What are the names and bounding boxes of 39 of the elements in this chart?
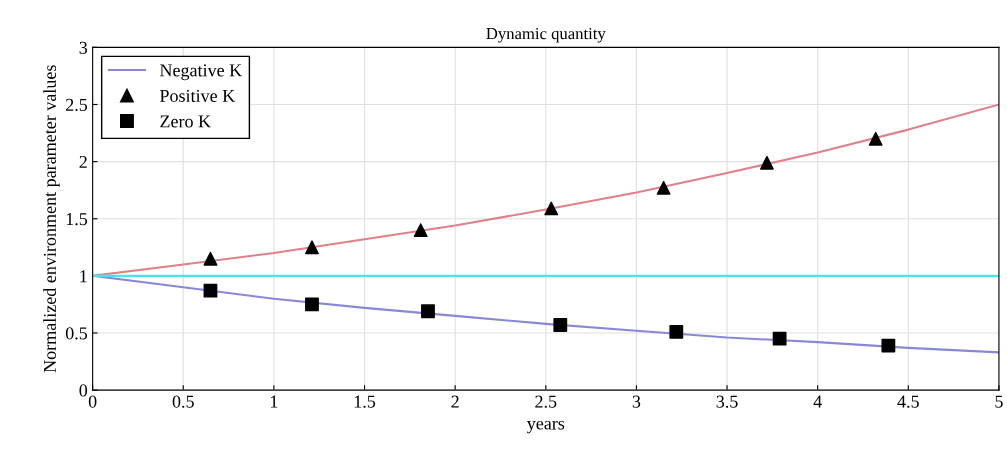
- point: [203, 251, 218, 266]
- point: [413, 223, 428, 238]
- x-tick-label: 4: [813, 395, 822, 408]
- point: [305, 240, 319, 255]
- point: [656, 180, 671, 195]
- legend-label: Negative K: [159, 64, 242, 81]
- y-tick-label: 2: [79, 155, 87, 168]
- point: [669, 324, 684, 339]
- point: [203, 283, 218, 298]
- y-tick-label: 2.5: [66, 98, 88, 111]
- x-tick-label: 2.5: [535, 395, 557, 408]
- x-tick-label: 3.5: [716, 395, 738, 408]
- point: [772, 331, 787, 346]
- point: [868, 131, 883, 146]
- x-tick-label: 5: [995, 395, 1003, 408]
- x-tick-label: 2: [451, 395, 459, 408]
- x-tick-label: 1: [270, 395, 278, 408]
- point: [421, 304, 435, 319]
- y-tick-label: 0: [79, 384, 88, 397]
- point: [553, 318, 568, 332]
- y-tick-label: 1.5: [66, 213, 88, 226]
- x-tick-label: 3: [632, 395, 641, 408]
- y-tick-label: 0.5: [65, 327, 88, 340]
- point: [544, 201, 559, 216]
- chart-title: Dynamic quantity: [486, 27, 606, 43]
- y-axis-title: Normalized environment parameter values: [43, 65, 60, 373]
- point: [305, 297, 319, 312]
- line-series: [92, 103, 999, 277]
- x-tick-label: 4.5: [897, 395, 919, 408]
- point: [760, 155, 774, 170]
- y-tick-label: 1: [80, 270, 87, 283]
- y-tick-label: 3: [79, 41, 88, 54]
- legend-label: Positive K: [159, 89, 235, 102]
- legend-label: Zero K: [160, 115, 211, 128]
- x-axis-title: years: [526, 420, 565, 434]
- point: [881, 338, 896, 353]
- x-tick-label: 0.5: [172, 395, 194, 408]
- x-tick-label: 1.5: [354, 395, 376, 408]
- x-tick-label: 0: [88, 395, 97, 408]
